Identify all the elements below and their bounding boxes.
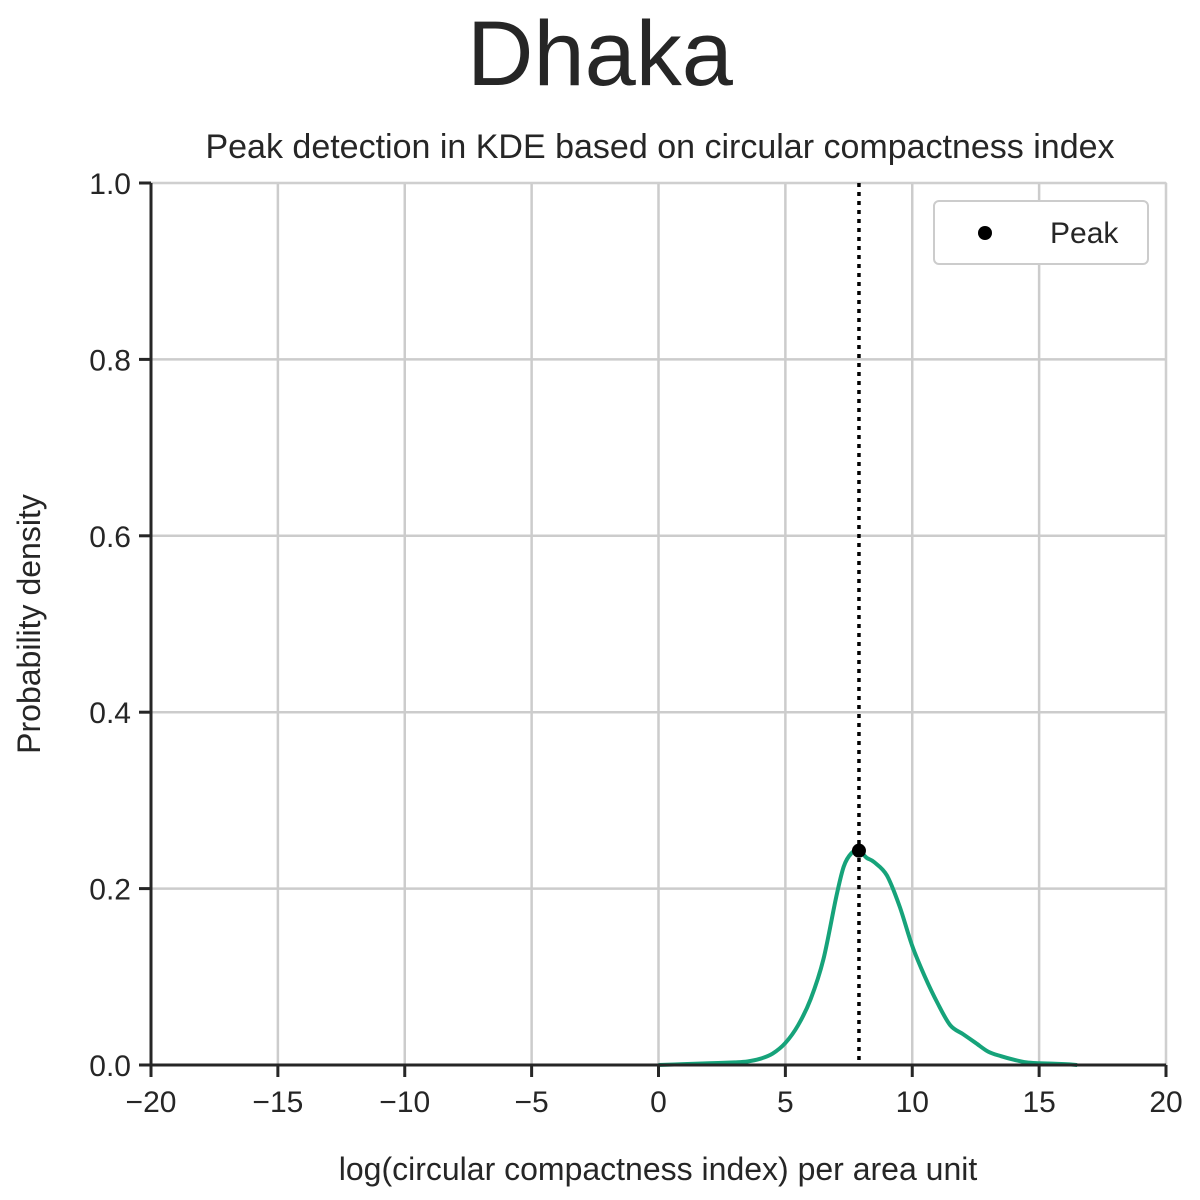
legend-peak-label: Peak [1050, 217, 1119, 250]
chart-subtitle: Peak detection in KDE based on circular … [205, 128, 1114, 166]
ticks: −20 −15 −10 −5 0 5 10 15 20 0.0 0.2 0.4 0.6 0.8 1.0 [89, 168, 1182, 1119]
y-tick-label: 1.0 [89, 168, 131, 201]
y-tick-label: 0.8 [89, 344, 131, 377]
y-tick-label: 0.2 [89, 874, 131, 907]
y-axis-label: Probability density [11, 494, 47, 754]
chart-title: Dhaka [467, 3, 734, 105]
x-tick-label: 5 [777, 1086, 794, 1119]
x-tick-label: 0 [650, 1086, 667, 1119]
y-tick-label: 0.6 [89, 521, 131, 554]
legend-box [933, 200, 1149, 265]
x-axis-label: log(circular compactness index) per area… [339, 1151, 978, 1187]
x-tick-label: 10 [896, 1086, 929, 1119]
grid [149, 181, 1168, 1067]
legend-peak-marker [978, 226, 992, 240]
peak-point [851, 843, 866, 858]
legend: Peak [933, 200, 1149, 265]
x-tick-label: 15 [1022, 1086, 1055, 1119]
x-tick-label: −20 [126, 1086, 177, 1119]
y-tick-label: 0.4 [89, 697, 131, 730]
kde-series-line [658, 848, 1078, 1067]
x-tick-label: −10 [379, 1086, 430, 1119]
curve-layer [658, 183, 1078, 1067]
y-tick-label: 0.0 [89, 1050, 131, 1083]
x-tick-label: −15 [252, 1086, 303, 1119]
x-tick-label: 20 [1149, 1086, 1182, 1119]
x-tick-label: −5 [515, 1086, 549, 1119]
